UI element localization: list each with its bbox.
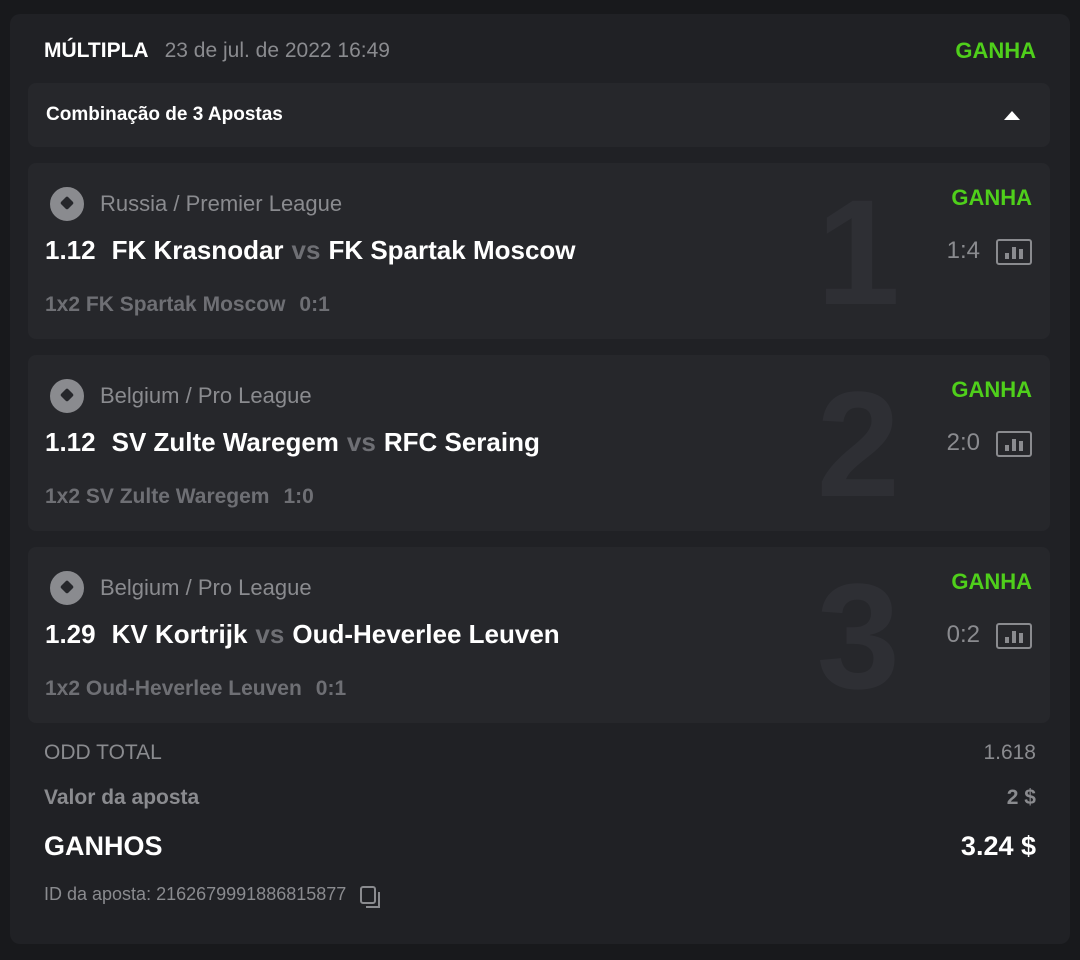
event-odd: 1.12: [45, 235, 96, 265]
event-index: 1: [816, 168, 900, 336]
home-team: KV Kortrijk: [111, 619, 248, 649]
combination-toggle[interactable]: Combinação de 3 Apostas: [28, 83, 1050, 147]
copy-icon[interactable]: [360, 885, 381, 908]
bet-id: ID da aposta: 2162679991886815877: [44, 884, 347, 904]
pick-market: 1x2 SV Zulte Waregem: [45, 485, 270, 508]
caret-up-icon[interactable]: [1004, 110, 1020, 120]
match: 1.12 SV Zulte Waregem vs RFC Seraing: [45, 427, 540, 458]
vs-label: vs: [346, 427, 376, 457]
league-name: Russia / Premier League: [100, 191, 343, 216]
home-team: FK Krasnodar: [111, 235, 284, 265]
pick-market: 1x2 Oud-Heverlee Leuven: [45, 677, 302, 700]
winnings-label: GANHOS: [44, 831, 163, 861]
league: Russia / Premier League: [50, 187, 342, 221]
stats-icon[interactable]: [996, 431, 1032, 457]
pick-score: 0:1: [315, 677, 347, 700]
away-team: Oud-Heverlee Leuven: [292, 619, 560, 649]
away-team: RFC Seraing: [383, 427, 540, 457]
event-card: 3 Belgium / Pro League GANHA 1.29 KV Kort…: [28, 547, 1050, 723]
event-card: 1 Russia / Premier League GANHA 1.12 FK K…: [28, 163, 1050, 339]
soccer-ball-icon: [50, 379, 84, 413]
league-name: Belgium / Pro League: [100, 575, 312, 600]
event-card: 2 Belgium / Pro League GANHA 1.12 SV Zult…: [28, 355, 1050, 531]
league: Belgium / Pro League: [50, 571, 312, 605]
odd-total-value: 1.618: [983, 741, 1036, 764]
bet-type: MÚLTIPLA: [44, 39, 149, 62]
stake-row: Valor da aposta 2 $: [44, 786, 1036, 810]
league-name: Belgium / Pro League: [100, 383, 312, 408]
bet-date: 23 de jul. de 2022 16:49: [164, 39, 390, 62]
bet-id-row: ID da aposta: 2162679991886815877: [44, 884, 1036, 908]
event-odd: 1.12: [45, 427, 96, 457]
bet-header: MÚLTIPLA 23 de jul. de 2022 16:49 GANHA: [44, 36, 1036, 66]
soccer-ball-icon: [50, 571, 84, 605]
match: 1.12 FK Krasnodar vs FK Spartak Moscow: [45, 235, 576, 266]
event-odd: 1.29: [45, 619, 96, 649]
event-index: 3: [816, 552, 900, 720]
combination-label: Combinação de 3 Apostas: [46, 104, 283, 125]
event-status-badge: GANHA: [951, 569, 1032, 594]
pick: 1x2 Oud-Heverlee Leuven 0:1: [45, 677, 346, 701]
home-team: SV Zulte Waregem: [111, 427, 339, 457]
pick-score: 0:1: [299, 293, 330, 316]
vs-label: vs: [255, 619, 285, 649]
vs-label: vs: [291, 235, 321, 265]
event-index: 2: [816, 360, 900, 528]
event-status-badge: GANHA: [951, 377, 1032, 402]
pick: 1x2 SV Zulte Waregem 1:0: [45, 485, 314, 509]
bet-card: MÚLTIPLA 23 de jul. de 2022 16:49 GANHA …: [10, 14, 1070, 944]
final-score: 2:0: [946, 429, 980, 456]
winnings-value: 3.24 $: [960, 831, 1036, 861]
final-score: 1:4: [946, 237, 980, 264]
pick-market: 1x2 FK Spartak Moscow: [45, 293, 286, 316]
event-status-badge: GANHA: [951, 185, 1032, 210]
soccer-ball-icon: [50, 187, 84, 221]
pick: 1x2 FK Spartak Moscow 0:1: [45, 293, 330, 317]
stake-label: Valor da aposta: [44, 786, 200, 809]
match: 1.29 KV Kortrijk vs Oud-Heverlee Leuven: [45, 619, 560, 650]
league: Belgium / Pro League: [50, 379, 312, 413]
odd-total-label: ODD TOTAL: [44, 741, 162, 764]
winnings-row: GANHOS 3.24 $: [44, 831, 1036, 862]
stake-value: 2 $: [1006, 786, 1036, 809]
final-score: 0:2: [946, 621, 980, 648]
odd-total-row: ODD TOTAL 1.618: [44, 741, 1036, 765]
pick-score: 1:0: [283, 485, 314, 508]
stats-icon[interactable]: [996, 239, 1032, 265]
bet-status-badge: GANHA: [955, 38, 1036, 63]
away-team: FK Spartak Moscow: [328, 235, 576, 265]
stats-icon[interactable]: [996, 623, 1032, 649]
